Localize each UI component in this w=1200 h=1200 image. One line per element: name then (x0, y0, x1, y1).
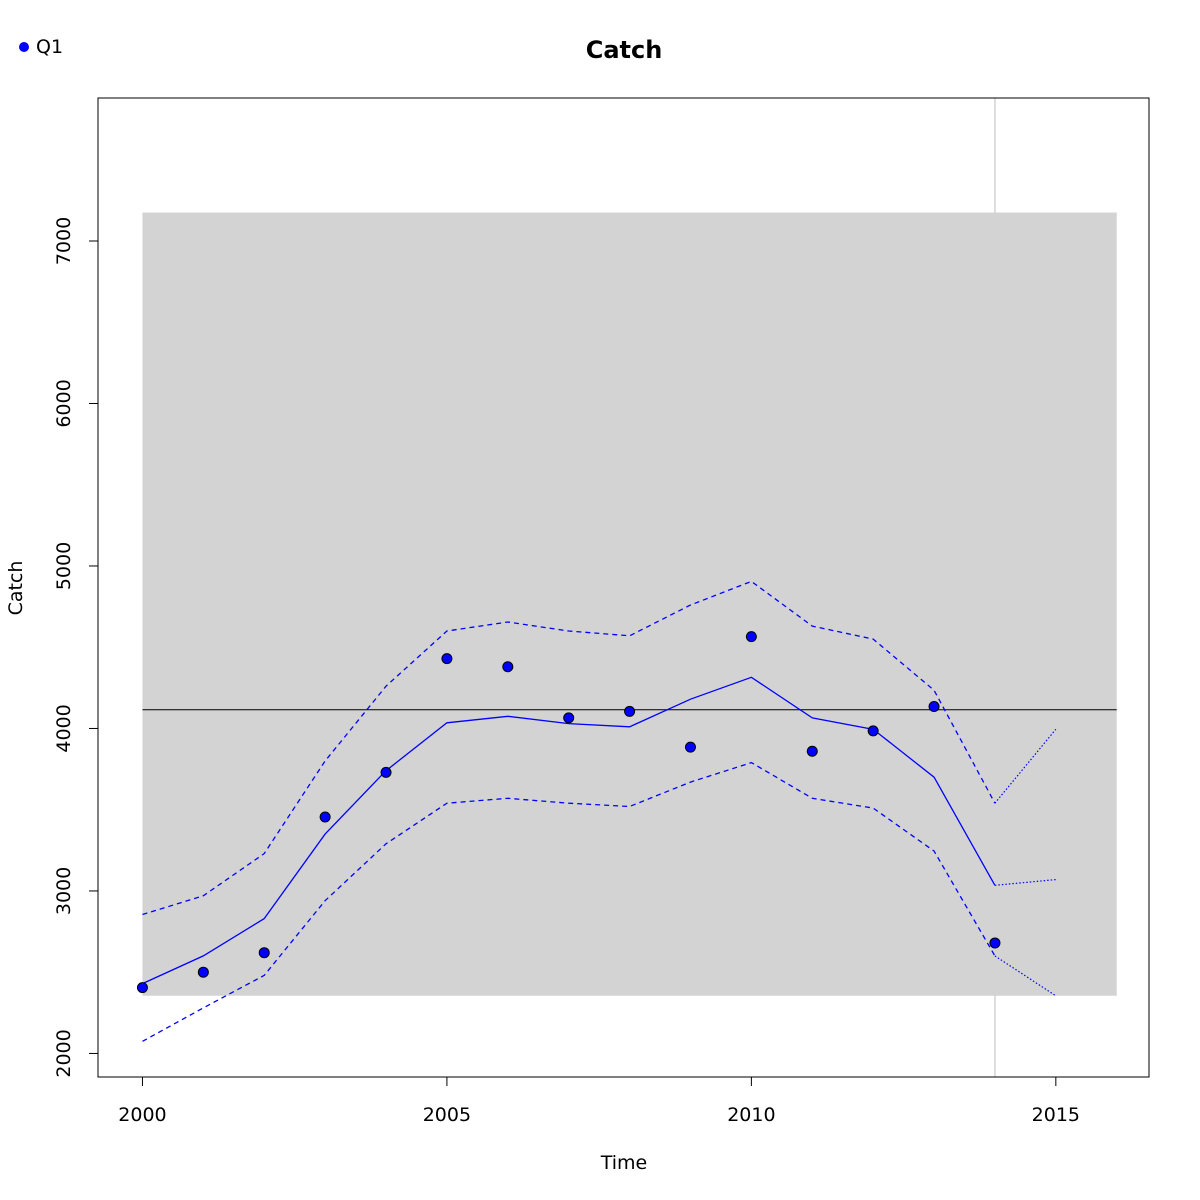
data-point (380, 766, 392, 778)
data-point (989, 937, 1001, 949)
chart-title: Catch (586, 36, 663, 64)
plot-area (97, 97, 1150, 1078)
y-tick-label: 4000 (53, 704, 75, 752)
x-axis-label: Time (600, 1152, 648, 1174)
data-point (806, 745, 818, 757)
data-point (441, 653, 453, 665)
data-point (684, 741, 696, 753)
data-point (502, 661, 514, 673)
data-point (624, 705, 636, 717)
y-axis-label: Catch (5, 561, 27, 616)
legend: Q1 (19, 36, 63, 58)
y-tick-label: 2000 (53, 1029, 75, 1077)
data-point (867, 725, 879, 737)
x-tick-label: 2015 (1032, 1104, 1080, 1126)
data-point (319, 811, 331, 823)
data-point (197, 966, 209, 978)
y-tick-label: 5000 (53, 542, 75, 590)
series-line-lower (142, 761, 996, 1042)
y-axis: 2000 3000 4000 5000 6000 7000 (53, 217, 99, 1078)
x-tick-label: 2010 (727, 1104, 775, 1126)
data-point (928, 701, 940, 713)
y-tick-label: 3000 (53, 867, 75, 915)
y-tick-label: 6000 (53, 379, 75, 427)
data-point (745, 631, 757, 643)
range-band (142, 212, 1117, 996)
series-line-fit (142, 676, 996, 985)
x-tick-label: 2000 (118, 1104, 166, 1126)
x-tick-label: 2005 (423, 1104, 471, 1126)
legend-marker-q1 (19, 42, 29, 52)
series-line-upper (142, 580, 996, 916)
x-axis: 2000 2005 2010 2015 (118, 1076, 1080, 1126)
data-point (136, 982, 148, 994)
legend-label-q1: Q1 (36, 36, 63, 58)
data-point (563, 712, 575, 724)
series-line-forecast-lower (994, 955, 1057, 997)
y-tick-label: 7000 (53, 217, 75, 265)
data-point (258, 947, 270, 959)
